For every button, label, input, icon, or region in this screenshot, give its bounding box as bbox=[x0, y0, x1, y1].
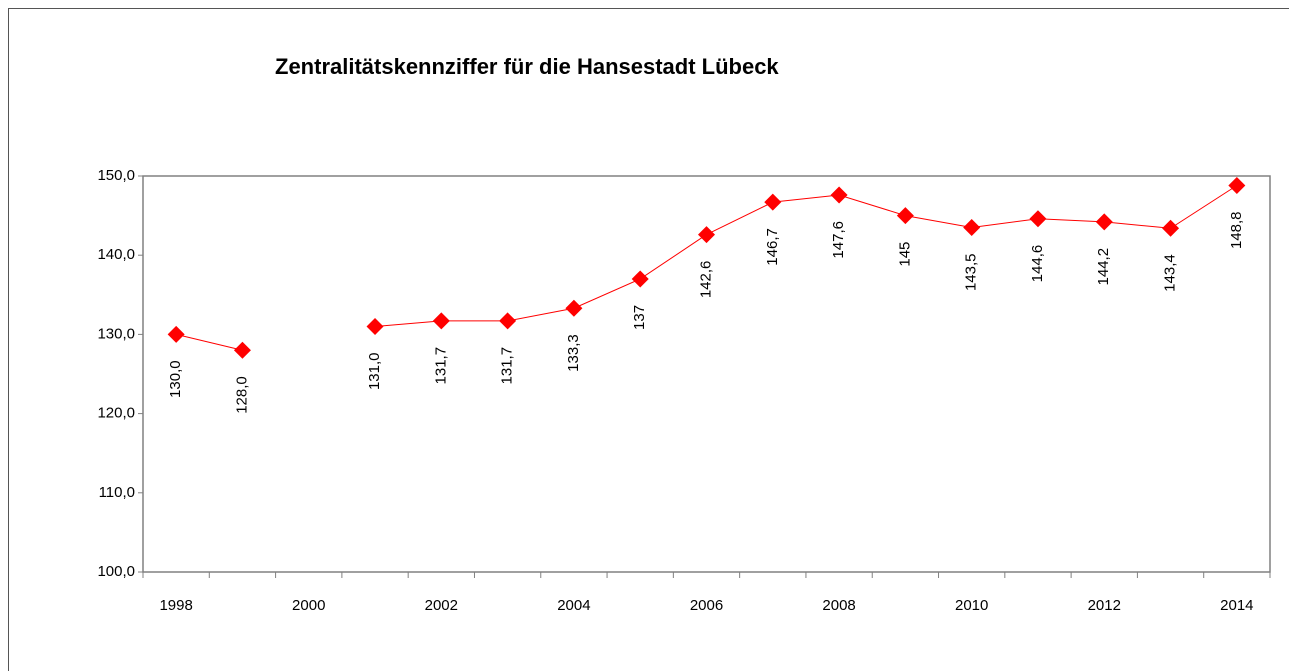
data-label: 131,0 bbox=[366, 352, 383, 390]
data-label: 146,7 bbox=[764, 228, 781, 266]
data-label: 144,6 bbox=[1029, 245, 1046, 283]
data-point bbox=[1095, 213, 1113, 231]
data-point bbox=[698, 226, 715, 244]
data-point bbox=[167, 325, 185, 343]
data-label: 131,7 bbox=[432, 347, 449, 385]
data-label: 133,3 bbox=[565, 334, 582, 372]
data-point bbox=[896, 207, 914, 225]
x-tick-label: 2006 bbox=[690, 597, 723, 614]
x-tick-label: 2004 bbox=[557, 597, 590, 614]
x-tick-label: 2002 bbox=[425, 597, 458, 614]
data-point bbox=[233, 341, 251, 359]
data-point bbox=[764, 193, 782, 211]
data-label: 137 bbox=[631, 305, 648, 330]
y-tick-label: 150,0 bbox=[97, 167, 135, 184]
y-tick-label: 140,0 bbox=[97, 246, 135, 263]
data-point bbox=[830, 186, 848, 204]
y-tick-label: 110,0 bbox=[99, 484, 135, 501]
data-point bbox=[1029, 210, 1047, 228]
data-point bbox=[963, 218, 981, 236]
plot-area bbox=[142, 175, 1271, 573]
x-tick-label: 2012 bbox=[1088, 597, 1121, 614]
chart-title: Zentralitätskennziffer für die Hansestad… bbox=[275, 54, 779, 79]
x-tick-label: 2000 bbox=[292, 597, 325, 614]
data-line bbox=[176, 185, 1238, 351]
data-label: 142,6 bbox=[697, 261, 714, 299]
data-label: 148,8 bbox=[1228, 212, 1245, 250]
data-label: 147,6 bbox=[830, 221, 847, 259]
x-tick-label: 1998 bbox=[159, 597, 192, 614]
data-label: 128,0 bbox=[233, 376, 250, 414]
data-label: 131,7 bbox=[499, 347, 516, 385]
data-point bbox=[565, 299, 583, 317]
data-point bbox=[1162, 219, 1180, 237]
data-label: 143,5 bbox=[963, 253, 980, 291]
data-label: 130,0 bbox=[167, 360, 184, 398]
data-point bbox=[366, 317, 384, 335]
y-tick-label: 120,0 bbox=[97, 405, 135, 422]
y-tick-label: 130,0 bbox=[97, 325, 135, 342]
data-point bbox=[1228, 177, 1246, 195]
x-tick-label: 2014 bbox=[1220, 597, 1253, 614]
x-tick-label: 2008 bbox=[822, 597, 855, 614]
y-tick-label: 100,0 bbox=[97, 563, 135, 580]
data-point bbox=[432, 312, 450, 330]
x-tick-label: 2010 bbox=[955, 597, 988, 614]
frame bbox=[8, 8, 1289, 671]
data-label: 144,2 bbox=[1095, 248, 1112, 286]
data-label: 143,4 bbox=[1162, 254, 1179, 292]
data-point bbox=[499, 312, 517, 330]
data-label: 145 bbox=[896, 242, 913, 267]
data-point bbox=[631, 270, 649, 288]
